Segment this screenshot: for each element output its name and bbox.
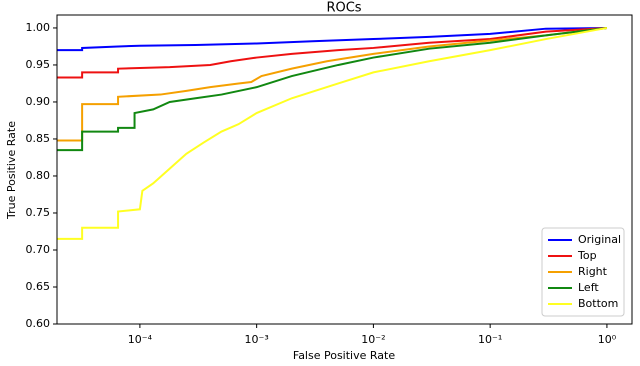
plot-frame (56, 14, 633, 325)
roc-line (57, 26, 608, 240)
x-tick-label: 10⁻³ (245, 333, 269, 346)
chart-title: ROCs (326, 1, 361, 16)
x-tick-label: 10⁻² (361, 333, 385, 346)
y-tick-label: 0.65 (26, 280, 51, 293)
roc-line (57, 26, 607, 79)
y-tick-label: 1.00 (26, 21, 51, 34)
y-tick-label: 0.85 (26, 132, 51, 145)
y-tick-label: 0.95 (26, 58, 51, 71)
legend-label: Bottom (578, 297, 618, 310)
legend-label: Right (578, 265, 608, 278)
roc-line (57, 26, 607, 52)
y-tick-label: 0.90 (26, 95, 51, 108)
x-tick-label: 10⁰ (598, 333, 617, 346)
legend-box (541, 227, 625, 317)
y-tick-label: 0.60 (26, 317, 51, 330)
y-tick-label: 0.75 (26, 206, 51, 219)
x-axis-label: False Positive Rate (293, 349, 395, 362)
x-tick-label: 10⁻¹ (478, 333, 502, 346)
legend-label: Top (577, 249, 597, 262)
y-axis-label: True Positive Rate (5, 121, 18, 220)
y-tick-label: 0.70 (26, 243, 51, 256)
roc-line (57, 26, 608, 142)
legend-label: Original (578, 233, 621, 246)
y-tick-label: 0.80 (26, 169, 51, 182)
x-tick-label: 10⁻⁴ (128, 333, 153, 346)
roc-line (57, 26, 608, 152)
legend-label: Left (578, 281, 599, 294)
